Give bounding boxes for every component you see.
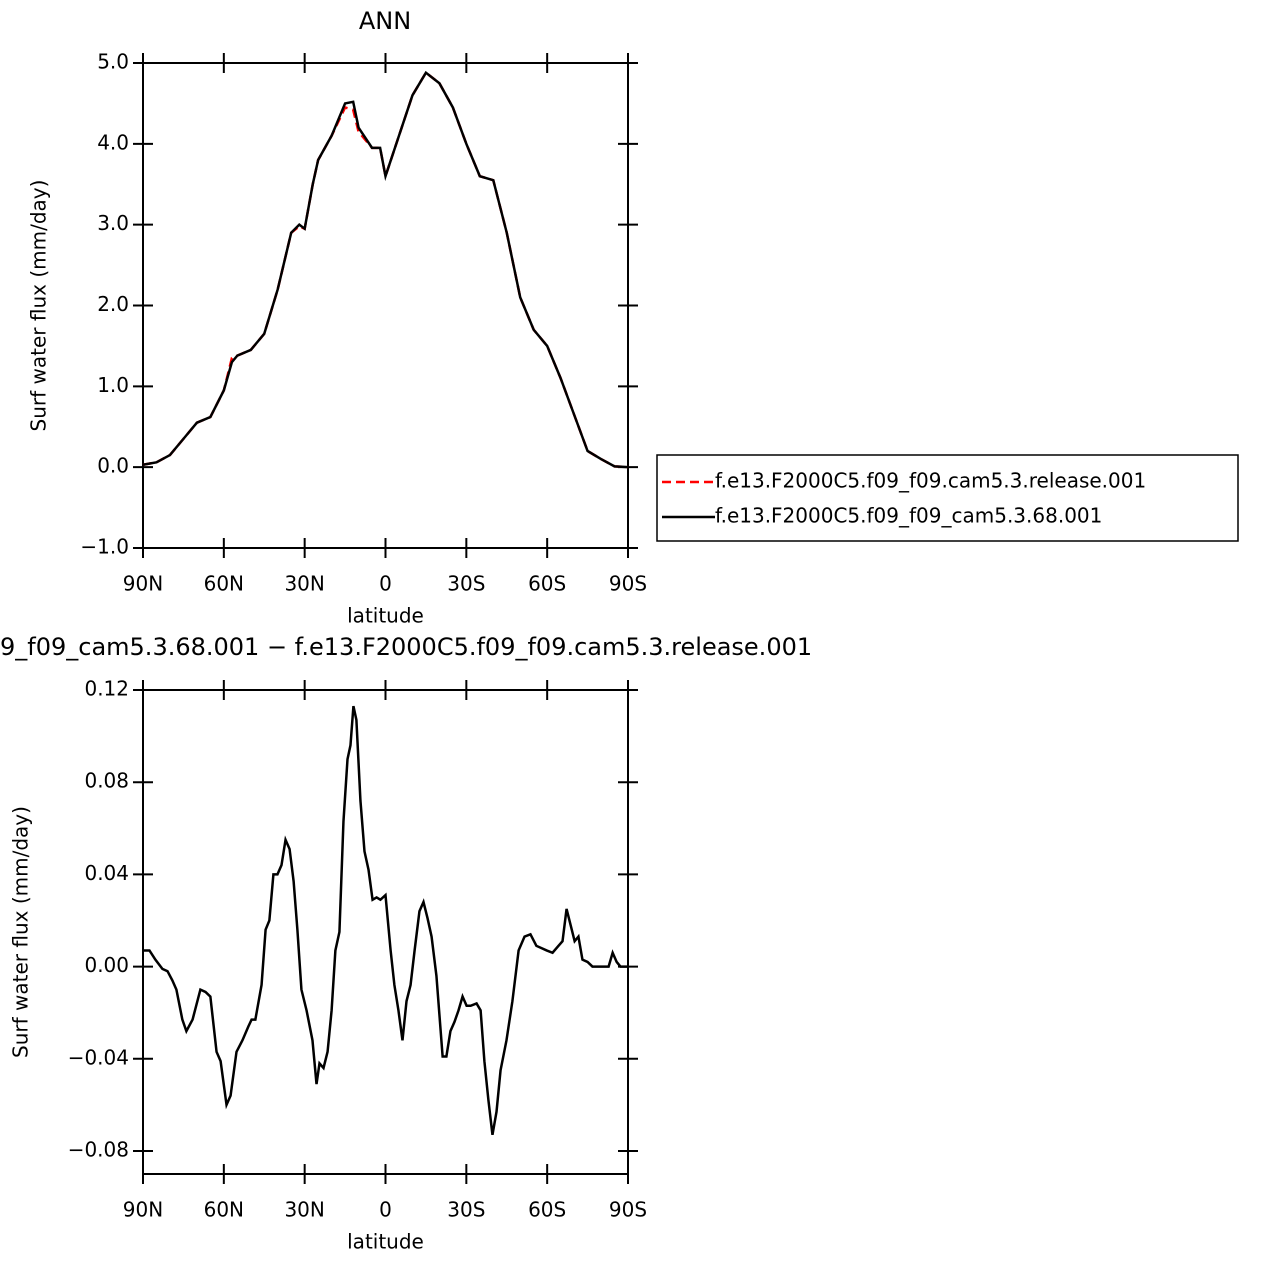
y-tick-label: 0.0: [97, 454, 129, 478]
legend-label: f.e13.F2000C5.f09_f09.cam5.3.release.001: [715, 469, 1146, 493]
x-tick-label: 60S: [528, 572, 566, 596]
chart-title: ANN: [359, 7, 411, 35]
x-tick-label: 90N: [123, 572, 163, 596]
data-line: [143, 705, 628, 1136]
x-tick-label: 0: [379, 572, 392, 596]
x-tick-label: 60N: [204, 1198, 244, 1222]
y-axis-label: Surf water flux (mm/day): [9, 806, 33, 1058]
chart-title: 9_f09_cam5.3.68.001 − f.e13.F2000C5.f09_…: [0, 633, 812, 661]
x-tick-label: 30S: [447, 1198, 485, 1222]
y-axis-label: Surf water flux (mm/day): [27, 180, 51, 432]
plot-frame: [142, 689, 629, 1175]
x-tick-label: 60S: [528, 1198, 566, 1222]
x-tick-label: 0: [379, 1198, 392, 1222]
x-tick-label: 60N: [204, 572, 244, 596]
y-tick-label: 0.00: [84, 953, 129, 977]
x-tick-label: 30S: [447, 572, 485, 596]
y-tick-label: −0.08: [68, 1137, 129, 1161]
x-axis-label: latitude: [347, 604, 424, 628]
y-tick-label: 1.0: [97, 373, 129, 397]
x-tick-label: 90S: [609, 1198, 647, 1222]
plot-frame: [142, 62, 629, 549]
y-tick-label: 4.0: [97, 130, 129, 154]
x-tick-label: 90S: [609, 572, 647, 596]
y-tick-label: 2.0: [97, 292, 129, 316]
y-tick-label: 0.08: [84, 769, 129, 793]
y-tick-label: 0.04: [84, 861, 129, 885]
y-tick-label: −1.0: [80, 535, 129, 559]
x-tick-label: 30N: [284, 1198, 324, 1222]
y-tick-label: 5.0: [97, 50, 129, 74]
legend-label: f.e13.F2000C5.f09_f09_cam5.3.68.001: [715, 504, 1102, 528]
y-tick-label: 3.0: [97, 211, 129, 235]
data-line: [142, 70, 629, 469]
x-tick-label: 30N: [284, 572, 324, 596]
x-axis-label: latitude: [347, 1230, 424, 1254]
y-tick-label: 0.12: [84, 677, 129, 701]
x-tick-label: 90N: [123, 1198, 163, 1222]
y-tick-label: −0.04: [68, 1045, 129, 1069]
legend-box: [656, 454, 1239, 542]
